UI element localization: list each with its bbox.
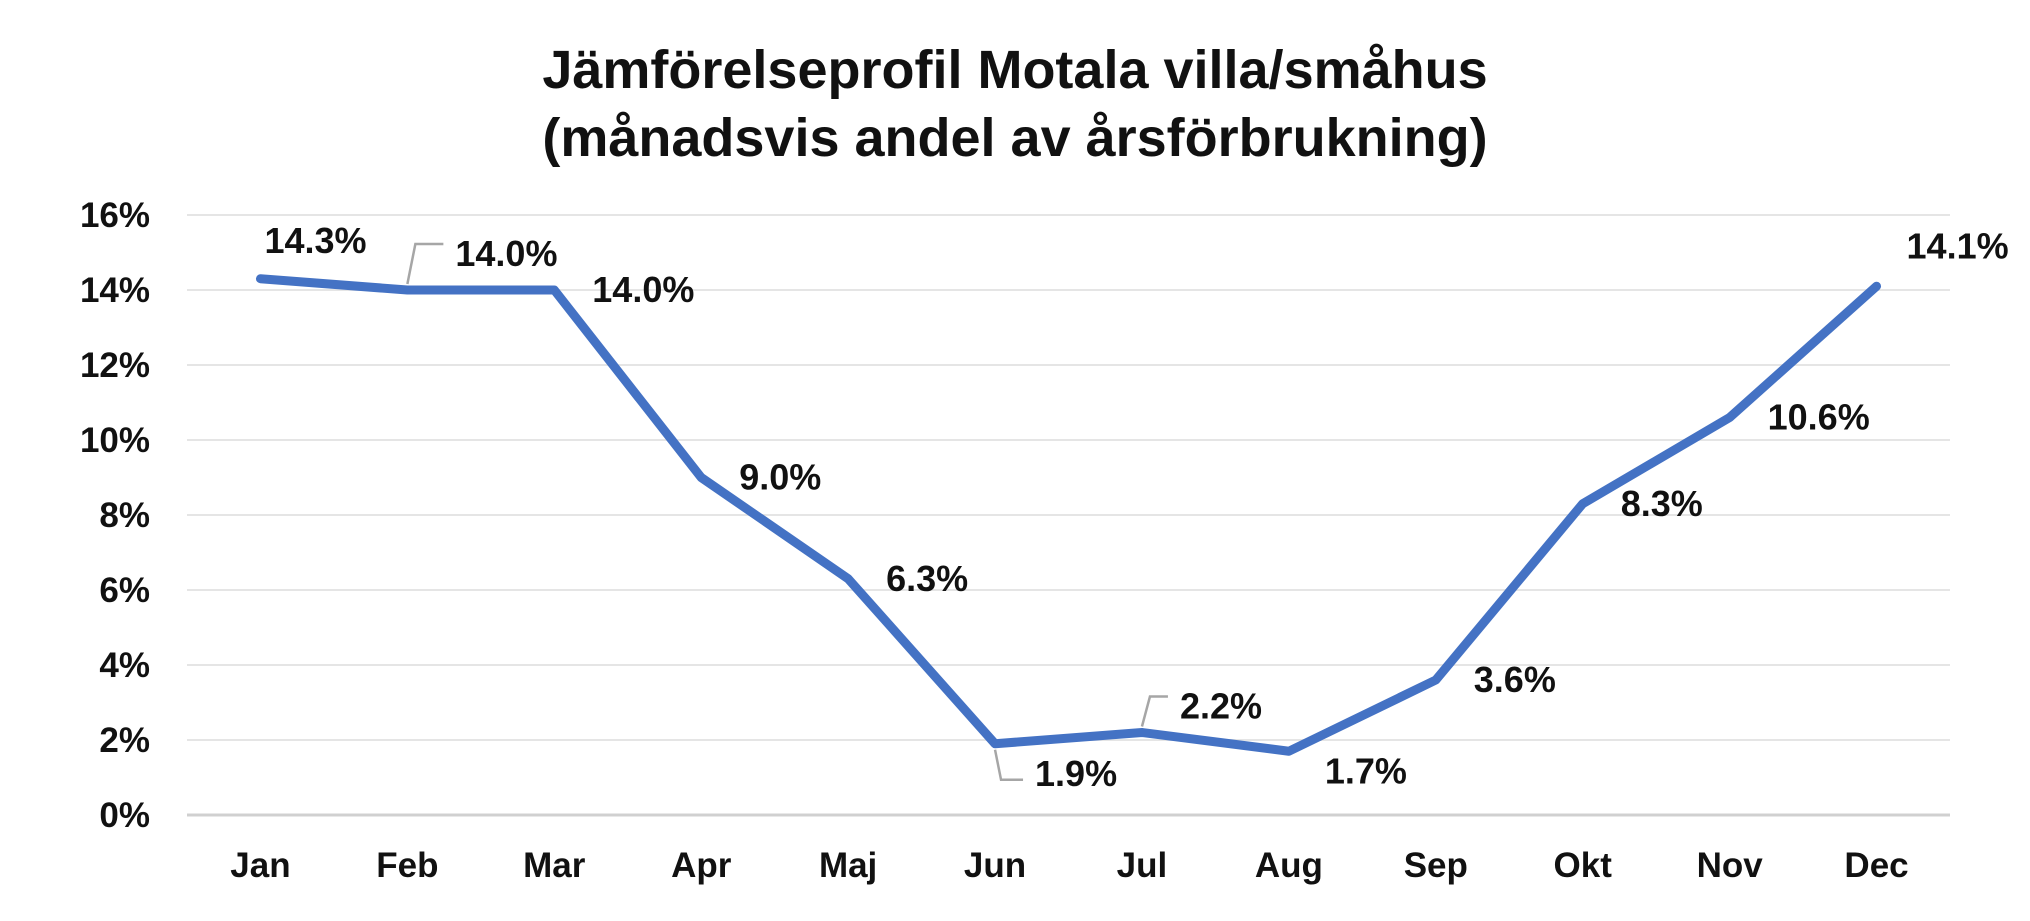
- y-tick-label: 4%: [99, 646, 150, 685]
- data-label: 3.6%: [1474, 659, 1556, 700]
- x-axis-tick-labels: Jan Feb Mar Apr Maj Jun Jul Aug Sep Okt Nov Dec: [230, 846, 1908, 885]
- series-line: [255, 274, 1882, 756]
- data-label: 14.1%: [1907, 225, 2009, 266]
- x-tick-label: Apr: [671, 846, 732, 885]
- y-tick-label: 14%: [80, 271, 150, 310]
- data-point: [1872, 282, 1881, 291]
- chart-title-line-1: Jämförelseprofil Motala villa/småhus: [542, 40, 1488, 100]
- data-point: [256, 274, 265, 283]
- data-point: [991, 739, 1000, 748]
- chart-title: Jämförelseprofil Motala villa/småhus (må…: [0, 36, 2030, 172]
- data-point: [1578, 499, 1587, 508]
- x-tick-label: Maj: [819, 846, 877, 885]
- x-tick-label: Jan: [230, 846, 290, 885]
- x-tick-label: Feb: [376, 846, 438, 885]
- x-tick-label: Nov: [1697, 846, 1764, 885]
- x-tick-label: Sep: [1404, 846, 1468, 885]
- y-tick-label: 2%: [99, 721, 150, 760]
- data-label: 9.0%: [739, 457, 821, 498]
- data-point: [844, 574, 853, 583]
- data-point: [550, 286, 559, 294]
- leader-line: [993, 749, 1024, 781]
- data-point: [1725, 413, 1734, 422]
- x-tick-label: Jun: [964, 846, 1026, 885]
- y-tick-label: 6%: [99, 571, 150, 610]
- data-point: [403, 286, 412, 294]
- data-label: 14.3%: [264, 220, 366, 261]
- label-leader-lines: [406, 242, 1168, 781]
- leader-line: [406, 242, 444, 285]
- x-tick-label: Mar: [523, 846, 586, 885]
- x-tick-label: Dec: [1844, 846, 1908, 885]
- data-label: 14.0%: [592, 269, 694, 310]
- chart-title-line-2: (månadsvis andel av årsförbrukning): [542, 108, 1488, 168]
- data-label: 1.9%: [1035, 753, 1117, 794]
- leader-line: [1140, 695, 1168, 727]
- data-label: 14.0%: [455, 233, 557, 274]
- data-point: [697, 473, 706, 482]
- x-tick-label: Okt: [1554, 846, 1613, 885]
- y-tick-label: 16%: [80, 196, 150, 235]
- data-label: 10.6%: [1768, 397, 1870, 438]
- y-tick-label: 12%: [80, 346, 150, 385]
- data-label: 1.7%: [1325, 750, 1407, 791]
- y-tick-label: 10%: [80, 421, 150, 460]
- x-tick-label: Aug: [1255, 846, 1323, 885]
- y-tick-label: 8%: [99, 496, 150, 535]
- data-label: 2.2%: [1180, 686, 1262, 727]
- x-tick-label: Jul: [1117, 846, 1168, 885]
- data-point: [1431, 676, 1440, 684]
- data-label: 8.3%: [1621, 483, 1703, 524]
- series-line-layer: [255, 274, 1882, 756]
- data-point: [1137, 728, 1146, 737]
- data-labels: 14.3% 14.0% 14.0% 9.0% 6.3% 1.9% 2.2% 1.7% 3.6% 8…: [264, 220, 2008, 794]
- data-point: [1284, 747, 1293, 756]
- y-axis-tick-labels: 0% 2% 4% 6% 8% 10% 12% 14% 16%: [80, 196, 150, 835]
- data-label: 6.3%: [886, 558, 968, 599]
- y-tick-label: 0%: [99, 796, 150, 835]
